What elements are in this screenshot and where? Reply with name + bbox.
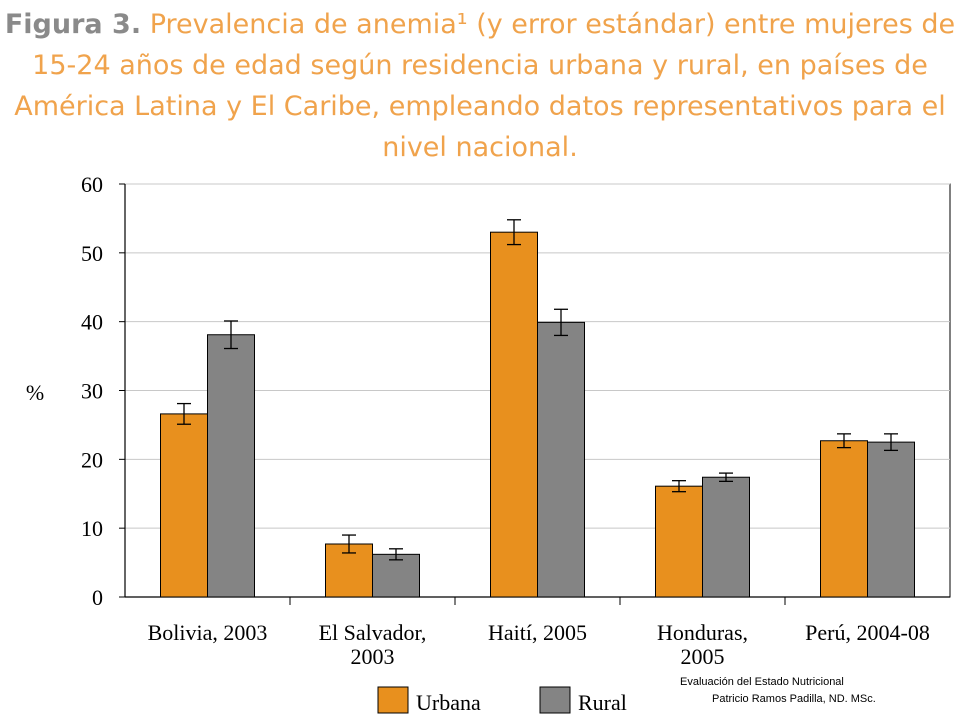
y-tick-label: 10	[81, 516, 103, 541]
x-tick-label: 2003	[351, 644, 395, 669]
figure-title: Figura 3. Prevalencia de anemia¹ (y erro…	[0, 4, 960, 168]
y-tick-label: 40	[81, 310, 103, 335]
bar-urbana	[820, 440, 868, 598]
footer-credit-line2: Patricio Ramos Padilla, ND. MSc.	[712, 693, 876, 705]
legend-label-urbana: Urbana	[416, 690, 481, 715]
bar-urbana	[490, 231, 538, 598]
bar-urbana	[160, 413, 208, 598]
y-axis-label: %	[26, 380, 44, 405]
legend-label-rural: Rural	[578, 690, 627, 715]
x-tick-label: Honduras,	[657, 620, 748, 645]
bar-rural	[867, 441, 915, 598]
bar-urbana	[655, 485, 703, 598]
figure-title-text: Prevalencia de anemia¹ (y error estándar…	[14, 9, 956, 163]
bar-rural	[702, 476, 750, 598]
x-tick-label: Perú, 2004-08	[805, 620, 930, 645]
bar-rural	[537, 321, 585, 598]
figure-title-lead: Figura 3.	[4, 9, 142, 40]
y-tick-label: 20	[81, 447, 103, 472]
y-tick-label: 30	[81, 379, 103, 404]
legend-swatch-urbana	[377, 686, 409, 714]
y-tick-label: 60	[81, 172, 103, 197]
x-tick-label: El Salvador,	[319, 620, 427, 645]
x-tick-label: Bolivia, 2003	[148, 620, 268, 645]
legend-swatch-rural	[539, 686, 571, 714]
bar-rural	[207, 334, 255, 598]
y-tick-label: 0	[92, 585, 103, 610]
y-tick-label: 50	[81, 241, 103, 266]
footer-credit-line1: Evaluación del Estado Nutricional	[680, 676, 844, 688]
footer-credit: Evaluación del Estado Nutricional Patric…	[680, 674, 910, 708]
x-tick-label: 2005	[681, 644, 725, 669]
x-tick-label: Haití, 2005	[488, 620, 587, 645]
bar-rural	[372, 553, 420, 598]
